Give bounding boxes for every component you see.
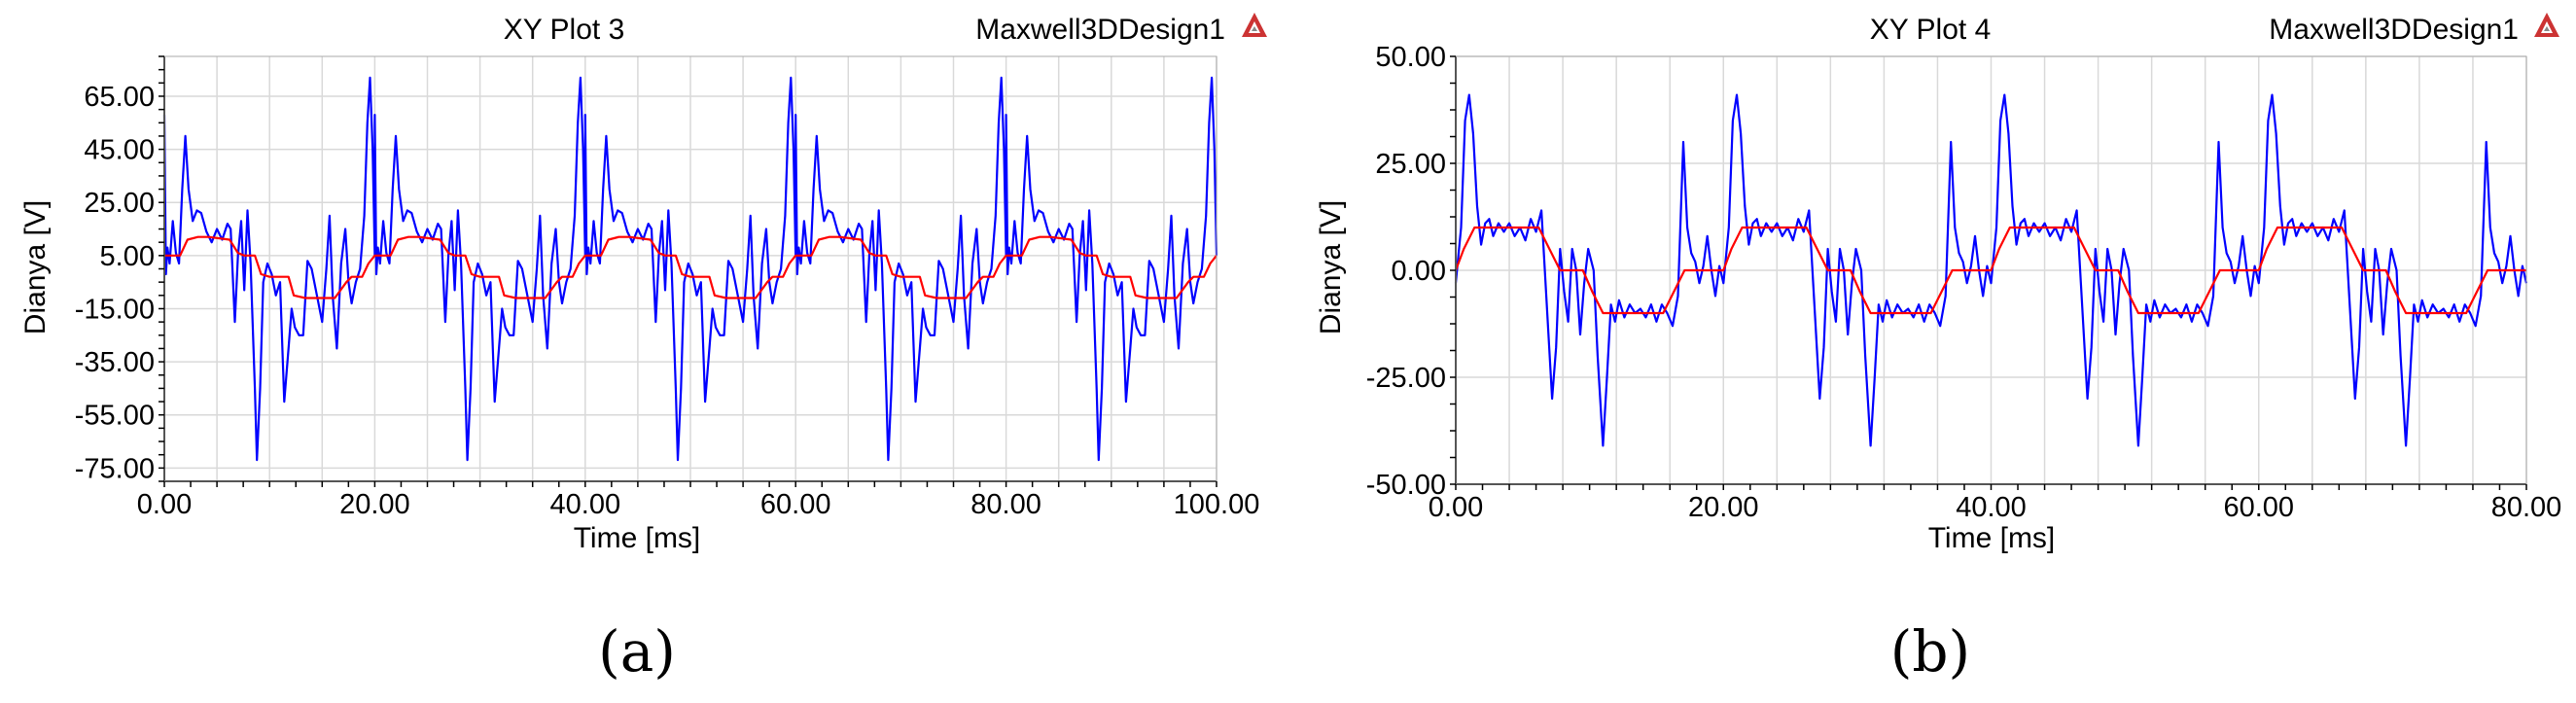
- plot-title: XY Plot 4: [1870, 14, 1992, 46]
- series-line-red: [1454, 226, 2526, 315]
- y-tick-label: 65.00: [84, 82, 155, 113]
- plot-area: 0.00 20.00 40.00 60.00 80.00 50.00 25.00 0.00 -2…: [1366, 42, 2562, 523]
- y-tick-label: 5.00: [100, 241, 155, 272]
- y-tick-label: 25.00: [84, 188, 155, 219]
- x-tick-label: 100.00: [1174, 489, 1260, 520]
- maxwell-logo-icon: [1242, 13, 1267, 37]
- y-tick-label: -75.00: [75, 453, 155, 484]
- maxwell-logo-icon: [2534, 13, 2559, 37]
- x-tick-label: 40.00: [1956, 492, 2027, 523]
- y-tick-label: -55.00: [75, 401, 155, 432]
- panel-a: XY Plot 3 Maxwell3DDesign1 0.00 20.00 40.0…: [19, 13, 1267, 685]
- design-name: Maxwell3DDesign1: [2269, 14, 2519, 46]
- y-tick-label: 25.00: [1375, 149, 1446, 180]
- y-axis-label: Dianya [V]: [1315, 200, 1347, 334]
- series-line-blue: [162, 76, 1218, 462]
- panel-label: (a): [598, 618, 676, 685]
- y-tick-label: 50.00: [1375, 42, 1446, 73]
- y-tick-label: -35.00: [75, 347, 155, 378]
- y-tick-label: 0.00: [1392, 256, 1446, 287]
- y-tick-label: -50.00: [1366, 470, 1446, 501]
- y-tick-label: 45.00: [84, 135, 155, 166]
- y-tick-label: -15.00: [75, 294, 155, 325]
- series-line-red: [164, 235, 1217, 299]
- plot-title: XY Plot 3: [504, 14, 625, 46]
- x-tick-label: 60.00: [760, 489, 831, 520]
- x-tick-label: 60.00: [2223, 492, 2294, 523]
- y-axis-label: Dianya [V]: [19, 200, 52, 334]
- panel-b: XY Plot 4 Maxwell3DDesign1 0.00 20.00 40.0…: [1315, 13, 2561, 685]
- x-tick-label: 80.00: [2491, 492, 2562, 523]
- series-line-blue: [1454, 93, 2528, 447]
- panel-label: (b): [1890, 618, 1970, 685]
- x-tick-label: 0.00: [1429, 492, 1483, 523]
- design-name: Maxwell3DDesign1: [975, 14, 1225, 46]
- x-axis-label: Time [ms]: [1928, 522, 2056, 554]
- plot-area: 0.00 20.00 40.00 60.00 80.00 100.00 65.00 45.00…: [75, 55, 1260, 520]
- x-tick-label: 20.00: [1688, 492, 1759, 523]
- x-axis-label: Time [ms]: [574, 522, 701, 554]
- x-tick-label: 0.00: [137, 489, 192, 520]
- x-tick-label: 20.00: [339, 489, 410, 520]
- y-tick-label: -25.00: [1366, 363, 1446, 394]
- x-tick-label: 40.00: [550, 489, 621, 520]
- x-tick-label: 80.00: [970, 489, 1041, 520]
